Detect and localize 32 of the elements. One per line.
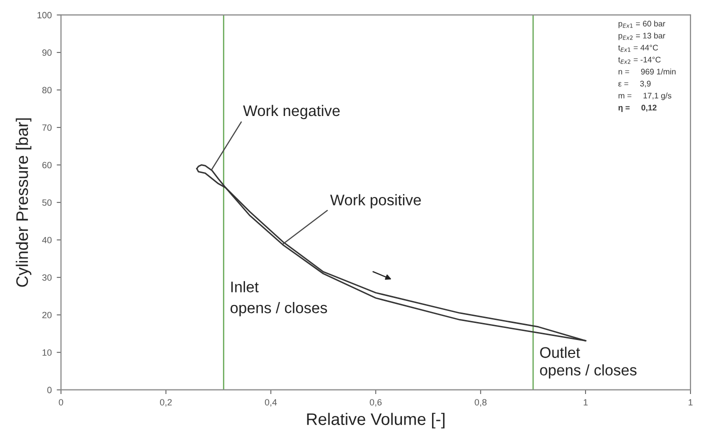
y-tick-label: 10 [42,349,52,356]
annotation: p$_{Ex2}$ = 13 bar [618,32,666,40]
y-tick-label: 70 [42,124,52,131]
x-tick-label: 1 [584,399,588,406]
y-tick-label: 50 [42,199,52,206]
annotation: p$_{Ex1}$ = 60 bar [618,20,666,28]
y-tick-label: 80 [42,86,52,94]
y-tick-label: 40 [42,236,52,244]
annotation: m = 17,1 g/s [618,92,672,100]
x-tick-label: 0,6 [370,399,382,407]
ref-line-label: Outlet opens / closes [540,346,637,379]
x-tick-label: 0,4 [264,399,277,407]
x-tick-label: 1 [688,399,693,406]
x-axis-title: Relative Volume [-] [307,412,444,428]
annotation: n = 969 1/min [618,68,676,74]
y-tick-label: 100 [38,12,52,18]
annotation: Work positive [330,194,421,208]
x-tick-label: 0,2 [160,399,172,407]
y-tick-label: 30 [42,274,52,281]
annotation: η = 0,12 [618,104,656,112]
y-axis-title: Cylinder Pressure [bar] [16,118,32,287]
y-tick-label: 90 [42,49,52,56]
annotation: ε = 3,9 [618,80,651,88]
x-tick-label: 0,8 [474,399,487,407]
annotation: t$_{Ex1}$ = 44°C [618,44,658,52]
y-tick-label: 0 [47,386,52,394]
y-tick-label: 60 [42,162,52,168]
x-tick-label: 0 [58,399,64,406]
annotation: t$_{Ex2}$ = -14°C [618,56,661,64]
y-tick-label: 20 [42,312,52,318]
ref-line-label: Inlet opens / closes [230,281,328,316]
annotation: Work negative [243,104,340,120]
